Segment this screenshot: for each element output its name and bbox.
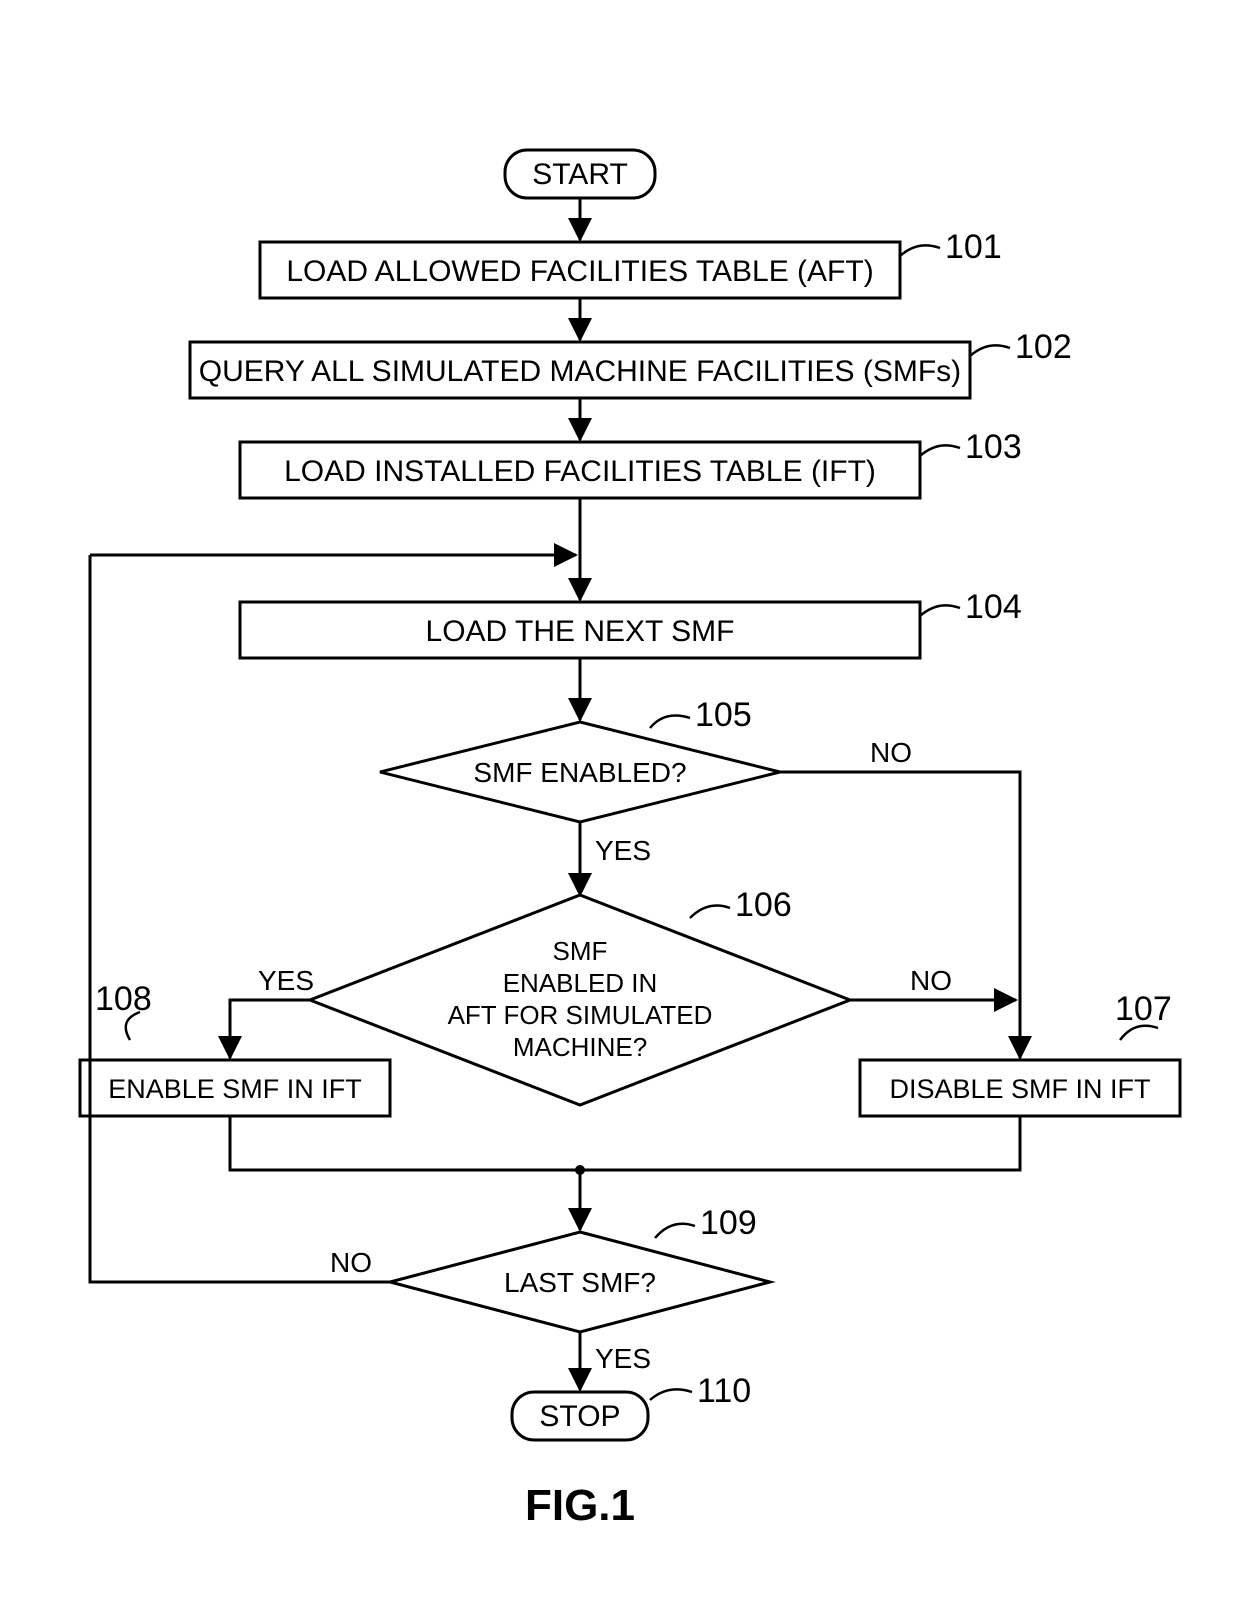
flowchart-canvas: START LOAD ALLOWED FACILITIES TABLE (AFT…	[0, 0, 1240, 1609]
dec106-line1: SMF	[553, 936, 608, 966]
dec109-label: LAST SMF?	[504, 1267, 656, 1298]
leader-101	[900, 245, 940, 256]
step107-label: DISABLE SMF IN IFT	[889, 1074, 1150, 1104]
step103-label: LOAD INSTALLED FACILITIES TABLE (IFT)	[284, 455, 876, 488]
branch-no-109: NO	[330, 1247, 372, 1278]
leader-105	[650, 716, 690, 728]
branch-yes-109: YES	[595, 1343, 651, 1374]
node-dec105: SMF ENABLED?	[380, 722, 780, 822]
branch-yes-105: YES	[595, 835, 651, 866]
node-step103: LOAD INSTALLED FACILITIES TABLE (IFT)	[240, 442, 920, 498]
ref-105: 105	[695, 696, 752, 734]
ref-103: 103	[965, 428, 1022, 466]
start-label: START	[532, 158, 628, 191]
step102-label: QUERY ALL SIMULATED MACHINE FACILITIES (…	[199, 355, 961, 388]
node-stop: STOP	[512, 1392, 648, 1440]
branch-yes-106: YES	[258, 965, 314, 996]
ref-101: 101	[945, 228, 1002, 266]
node-step107: DISABLE SMF IN IFT	[860, 1060, 1180, 1116]
edge-108-merge	[230, 1116, 580, 1170]
edge-109-loop	[90, 555, 390, 1282]
leader-109	[655, 1224, 695, 1238]
leader-103	[920, 445, 960, 456]
dec106-line4: MACHINE?	[513, 1032, 647, 1062]
ref-102: 102	[1015, 328, 1072, 366]
stop-label: STOP	[539, 1400, 620, 1433]
edge-106-108	[230, 1000, 310, 1058]
node-step104: LOAD THE NEXT SMF	[240, 602, 920, 658]
dec105-label: SMF ENABLED?	[473, 757, 686, 788]
node-dec109: LAST SMF?	[390, 1232, 770, 1332]
branch-no-106: NO	[910, 965, 952, 996]
node-step102: QUERY ALL SIMULATED MACHINE FACILITIES (…	[190, 342, 970, 398]
ref-107: 107	[1115, 990, 1172, 1028]
ref-110: 110	[697, 1372, 751, 1410]
step108-label: ENABLE SMF IN IFT	[108, 1074, 362, 1104]
leader-110	[650, 1389, 692, 1400]
ref-106: 106	[735, 886, 792, 924]
edge-105-107	[780, 772, 1020, 1058]
leader-102	[970, 345, 1010, 356]
ref-109: 109	[700, 1204, 757, 1242]
node-step108: ENABLE SMF IN IFT	[80, 1060, 390, 1116]
dec106-line2: ENABLED IN	[503, 968, 658, 998]
node-step101: LOAD ALLOWED FACILITIES TABLE (AFT)	[260, 242, 900, 298]
figure-label: FIG.1	[525, 1481, 635, 1530]
step101-label: LOAD ALLOWED FACILITIES TABLE (AFT)	[286, 255, 873, 288]
leader-106	[690, 906, 730, 918]
step104-label: LOAD THE NEXT SMF	[426, 615, 735, 648]
branch-no-105: NO	[870, 737, 912, 768]
node-start: START	[505, 150, 655, 198]
ref-104: 104	[965, 588, 1022, 626]
dec106-line3: AFT FOR SIMULATED	[448, 1000, 713, 1030]
ref-108: 108	[95, 980, 152, 1018]
leader-104	[920, 605, 960, 616]
edge-107-merge	[580, 1116, 1020, 1170]
